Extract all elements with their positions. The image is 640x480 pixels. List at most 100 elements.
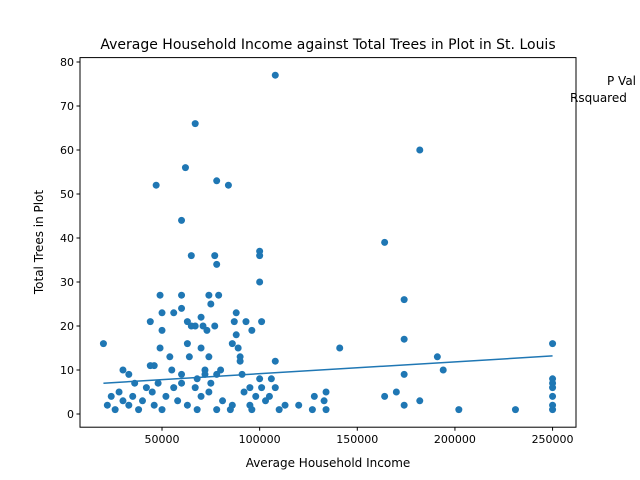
data-point-107: [125, 401, 133, 409]
data-point-94: [252, 392, 260, 400]
data-point-38: [203, 326, 211, 334]
x-tick-label-0: 50000: [145, 433, 180, 446]
data-point-83: [549, 384, 557, 392]
data-point-114: [400, 401, 408, 409]
data-point-53: [236, 357, 244, 365]
data-point-73: [154, 379, 162, 387]
data-point-26: [197, 313, 205, 321]
data-point-87: [240, 388, 248, 396]
data-point-124: [308, 406, 316, 414]
data-point-81: [258, 384, 266, 392]
data-point-43: [549, 340, 557, 348]
annotation-p-value: P Val: [607, 74, 636, 88]
data-point-56: [150, 362, 158, 370]
y-tick-label-7: 70: [60, 100, 74, 113]
data-point-45: [197, 344, 205, 352]
data-point-39: [232, 331, 240, 339]
data-point-3: [416, 146, 424, 154]
data-point-119: [193, 406, 201, 414]
x-tick-label-3: 200000: [434, 433, 476, 446]
x-tick-label-2: 150000: [336, 433, 378, 446]
data-point-126: [455, 406, 463, 414]
data-point-89: [392, 388, 400, 396]
data-point-51: [205, 353, 213, 361]
data-point-48: [166, 353, 174, 361]
data-point-46: [234, 344, 242, 352]
data-point-67: [400, 370, 408, 378]
data-point-25: [232, 309, 240, 317]
data-point-97: [381, 392, 389, 400]
data-point-9: [381, 238, 389, 246]
data-point-63: [178, 370, 186, 378]
y-tick-label-0: 0: [67, 408, 74, 421]
data-point-41: [183, 340, 191, 348]
data-point-117: [135, 406, 143, 414]
data-point-36: [158, 326, 166, 334]
data-point-101: [174, 397, 182, 405]
data-point-127: [511, 406, 519, 414]
data-point-74: [178, 379, 186, 387]
data-point-98: [549, 392, 557, 400]
axes-frame: [79, 57, 577, 428]
data-point-128: [549, 406, 557, 414]
data-point-91: [129, 392, 137, 400]
data-point-19: [215, 291, 223, 299]
data-point-0: [99, 340, 107, 348]
data-point-113: [295, 401, 303, 409]
data-point-122: [248, 406, 256, 414]
data-point-60: [439, 366, 447, 374]
data-point-69: [256, 375, 264, 383]
y-tick-label-6: 60: [60, 144, 74, 157]
data-point-99: [119, 397, 127, 405]
data-point-18: [205, 291, 213, 299]
data-point-65: [125, 370, 133, 378]
data-point-103: [262, 397, 270, 405]
data-point-8: [178, 216, 186, 224]
data-point-40: [400, 335, 408, 343]
data-point-61: [119, 366, 127, 374]
y-axis: 0 10 20 30 40 50 60 70 80: [60, 56, 80, 421]
data-point-1: [271, 71, 279, 79]
y-tick-label-1: 10: [60, 364, 74, 377]
data-point-24: [158, 309, 166, 317]
data-point-80: [246, 384, 254, 392]
data-point-21: [207, 300, 215, 308]
chart-title: Average Household Income against Total T…: [100, 37, 555, 53]
data-point-7: [224, 181, 232, 189]
data-point-77: [142, 384, 150, 392]
data-point-15: [256, 278, 264, 286]
data-point-13: [211, 252, 219, 260]
data-point-42: [228, 340, 236, 348]
data-point-105: [416, 397, 424, 405]
annotation-rsquared: Rsquared: [570, 91, 627, 105]
data-point-125: [322, 406, 330, 414]
data-point-120: [213, 406, 221, 414]
data-point-6: [213, 177, 221, 185]
data-point-106: [103, 401, 111, 409]
data-point-29: [230, 318, 238, 326]
data-point-10: [187, 252, 195, 260]
data-point-123: [275, 406, 283, 414]
data-point-35: [187, 322, 195, 330]
regression-line: [103, 355, 553, 384]
data-point-31: [242, 318, 250, 326]
data-point-14: [213, 260, 221, 268]
data-point-75: [207, 379, 215, 387]
data-point-52: [433, 353, 441, 361]
data-point-2: [191, 120, 199, 128]
y-tick-label-3: 30: [60, 276, 74, 289]
data-point-93: [197, 392, 205, 400]
x-tick-label-1: 100000: [239, 433, 281, 446]
data-point-28: [146, 318, 154, 326]
data-point-109: [183, 401, 191, 409]
x-axis-label: Average Household Income: [246, 456, 411, 470]
y-axis-label: Total Trees in Plot: [32, 190, 46, 296]
data-point-90: [107, 392, 115, 400]
data-point-59: [168, 366, 176, 374]
data-point-5: [152, 181, 160, 189]
data-point-20: [400, 296, 408, 304]
data-point-30: [258, 318, 266, 326]
y-tick-label-2: 20: [60, 320, 74, 333]
data-point-84: [115, 388, 123, 396]
